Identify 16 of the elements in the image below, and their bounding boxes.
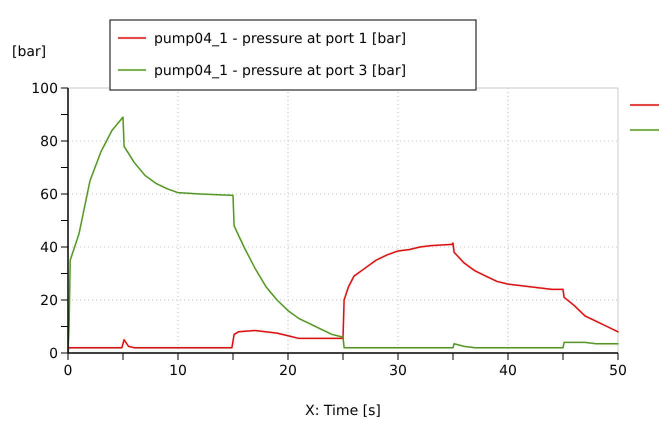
legend-label: pump04_1 - pressure at port 1 [bar]: [154, 30, 406, 47]
y-tick-label: 40: [40, 240, 58, 256]
y-axis-title: [bar]: [12, 44, 46, 60]
x-tick-label: 40: [499, 363, 517, 379]
x-tick-label: 20: [279, 363, 297, 379]
y-tick-label: 80: [40, 134, 58, 150]
y-tick-label: 60: [40, 186, 58, 203]
x-axis-title: X: Time [s]: [305, 403, 381, 419]
y-tick-label: 20: [40, 292, 58, 309]
legend-label: pump04_1 - pressure at port 3 [bar]: [154, 62, 406, 79]
y-tick-label: 0: [49, 346, 58, 362]
y-tick-label: 100: [31, 80, 58, 97]
x-tick-label: 30: [389, 363, 407, 379]
x-tick-label: 50: [609, 363, 627, 379]
x-tick-label: 10: [169, 363, 187, 379]
x-tick-label: 0: [64, 363, 72, 379]
